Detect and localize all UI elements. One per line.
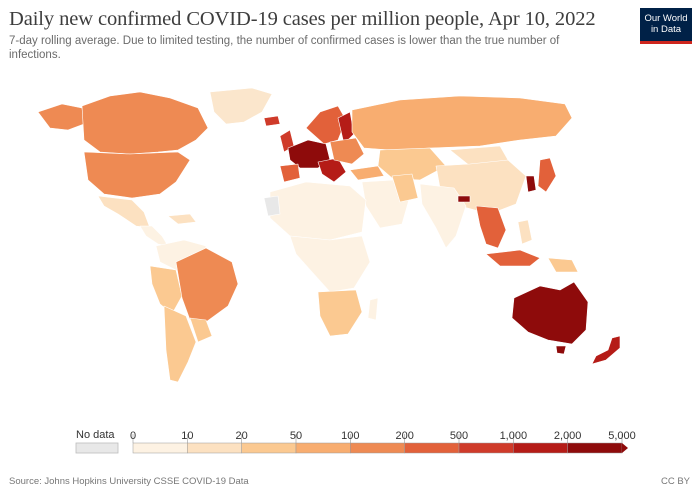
legend-tick-label: 50 xyxy=(290,430,302,442)
logo-line-1: Our World xyxy=(644,13,688,24)
region-tasmania[interactable] xyxy=(555,345,567,355)
region-alaska[interactable] xyxy=(37,103,85,131)
region-western-sahara[interactable] xyxy=(263,195,281,217)
region-brazil[interactable] xyxy=(175,247,239,323)
legend-bin[interactable] xyxy=(350,442,405,454)
region-central-america[interactable] xyxy=(139,225,169,247)
region-paraguay-uruguay[interactable] xyxy=(189,317,213,343)
region-north-africa[interactable] xyxy=(269,181,367,241)
legend-bin[interactable] xyxy=(187,442,242,454)
region-caribbean[interactable] xyxy=(167,213,197,225)
legend-bin[interactable] xyxy=(513,442,568,454)
region-australia[interactable] xyxy=(511,281,589,345)
region-south-asia[interactable] xyxy=(419,183,467,249)
legend-tick-label: 2,000 xyxy=(554,430,582,442)
legend-tick-label: 20 xyxy=(236,430,248,442)
chart-subtitle: 7-day rolling average. Due to limited te… xyxy=(9,35,560,61)
region-japan[interactable] xyxy=(537,157,557,193)
legend-arrow xyxy=(622,443,628,453)
legend-tick-label: 200 xyxy=(395,430,413,442)
region-korea[interactable] xyxy=(525,175,537,193)
region-eastern-europe[interactable] xyxy=(329,137,365,165)
region-iceland[interactable] xyxy=(263,115,281,127)
license-link[interactable]: CC BY xyxy=(660,476,690,487)
region-papua[interactable] xyxy=(547,257,579,273)
region-turkey[interactable] xyxy=(349,165,385,181)
no-data-label: No data xyxy=(76,429,115,441)
source-note: Source: Johns Hopkins University CSSE CO… xyxy=(9,476,249,487)
legend-tick-label: 5,000 xyxy=(608,430,636,442)
world-map[interactable] xyxy=(0,75,700,410)
region-iberia[interactable] xyxy=(279,163,301,183)
no-data-swatch xyxy=(75,442,119,454)
region-mexico[interactable] xyxy=(97,195,151,229)
color-legend: 0 10 20 50 100 200 500 1,000 2,000 5,000 xyxy=(75,430,636,454)
region-central-africa[interactable] xyxy=(289,235,371,293)
legend-tick-label: 1,000 xyxy=(500,430,528,442)
region-central-asia[interactable] xyxy=(377,147,447,181)
region-southern-africa[interactable] xyxy=(317,289,363,337)
region-greenland[interactable] xyxy=(209,87,273,125)
legend-bin[interactable] xyxy=(295,442,351,454)
region-usa[interactable] xyxy=(83,151,191,199)
region-argentina-chile[interactable] xyxy=(163,305,197,383)
chart-title: Daily new confirmed COVID-19 cases per m… xyxy=(9,8,596,30)
legend-bin[interactable] xyxy=(404,442,460,454)
region-philippines[interactable] xyxy=(517,219,533,245)
legend-bin[interactable] xyxy=(458,442,514,454)
legend-bin[interactable] xyxy=(132,442,188,454)
legend-tick-label: 10 xyxy=(181,430,193,442)
region-southeast-asia[interactable] xyxy=(475,205,507,249)
region-new-zealand[interactable] xyxy=(591,335,621,365)
region-himalaya[interactable] xyxy=(457,195,471,203)
legend-tick-label: 500 xyxy=(450,430,468,442)
region-indonesia[interactable] xyxy=(485,249,541,267)
legend-bin[interactable] xyxy=(241,442,297,454)
region-canada[interactable] xyxy=(81,91,209,155)
region-russia[interactable] xyxy=(351,95,573,151)
region-iran[interactable] xyxy=(391,173,419,203)
owid-logo[interactable]: Our World in Data xyxy=(640,8,692,44)
legend-tick-label: 0 xyxy=(130,430,136,442)
region-madagascar[interactable] xyxy=(367,297,379,321)
legend-tick-label: 100 xyxy=(341,430,359,442)
legend-bin[interactable] xyxy=(567,442,623,454)
logo-line-2: in Data xyxy=(650,23,682,35)
